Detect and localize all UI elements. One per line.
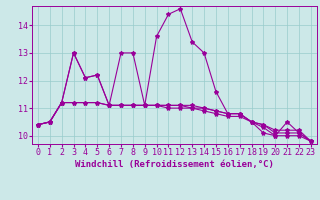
X-axis label: Windchill (Refroidissement éolien,°C): Windchill (Refroidissement éolien,°C) [75, 160, 274, 169]
